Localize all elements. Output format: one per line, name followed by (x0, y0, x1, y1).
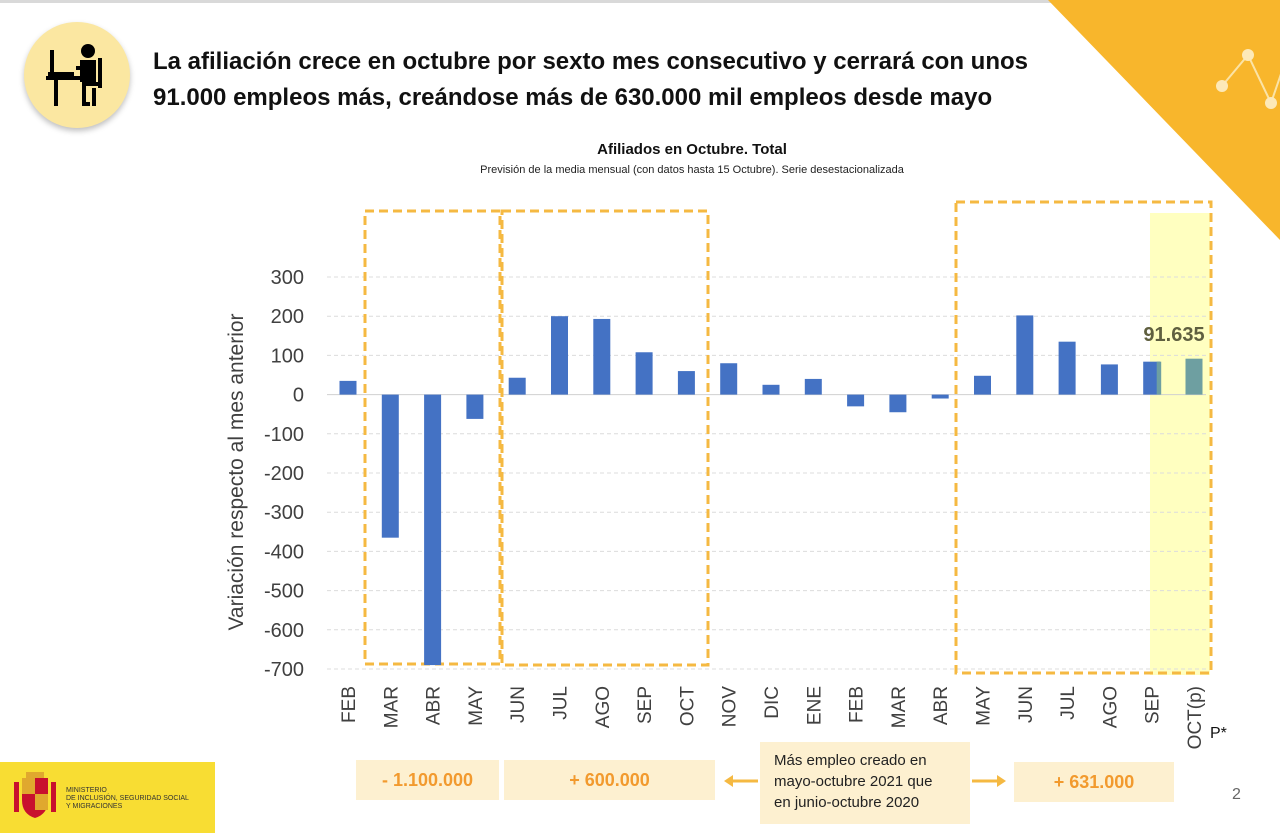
bar (804, 378, 822, 395)
ministry-line-1: MINISTERIO (66, 787, 107, 794)
bar (1016, 315, 1034, 395)
bar-chart: 300 200 100 0 -100 -200 -300 -400 -500 -600 -700 Va… (225, 200, 1213, 749)
bar (339, 380, 357, 395)
headline-line-2: 91.000 empleos más, creándose más de 630… (153, 84, 993, 111)
x-tick-label: ENE (804, 686, 825, 725)
bar (720, 363, 738, 395)
bar (974, 375, 991, 395)
ministry-name: MINISTERIO DE INCLUSIÓN, SEGURIDAD SOCIA… (66, 787, 189, 811)
headline-line-1: La afiliación crece en octubre por sexto… (153, 48, 1028, 75)
page-headline: La afiliación crece en octubre por sexto… (153, 44, 1153, 116)
bar-overlap (1156, 361, 1162, 395)
data-label-annotation: 91.635 (1143, 324, 1204, 346)
desk-worker-icon (46, 44, 102, 106)
dashed-box-jun-oct (500, 209, 710, 667)
note-line-1: Más empleo creado en (774, 752, 927, 769)
x-tick-label: JUL (1058, 686, 1079, 720)
bar (1100, 364, 1118, 395)
provisional-note: P* (1210, 725, 1227, 742)
note-line-3: en junio-octubre 2020 (774, 794, 920, 811)
x-tick-label: ABR (424, 686, 445, 725)
y-tick-label: 100 (271, 345, 304, 367)
chart-subtitle: Previsión de la media mensual (con datos… (480, 164, 904, 176)
bar (1058, 341, 1076, 395)
corner-decoration (1048, 0, 1280, 240)
bar (931, 394, 949, 399)
summary-box-2020: + 600.000 (504, 760, 715, 800)
y-tick-label: 0 (293, 385, 304, 407)
top-rule (0, 0, 1280, 3)
x-tick-label: MAY (974, 686, 995, 726)
y-tick-label: -200 (264, 463, 304, 485)
ministry-line-3: Y MIGRACIONES (66, 803, 123, 810)
x-tick-label: DIC (762, 686, 783, 719)
y-tick-label: -300 (264, 502, 304, 524)
x-tick-label: SEP (635, 686, 656, 724)
x-tick-label: OCT(p) (1185, 686, 1206, 749)
y-tick-label: -500 (264, 581, 304, 603)
x-tick-label: JUN (1016, 686, 1037, 723)
x-tick-label: AGO (593, 686, 614, 728)
summary-box-2021: + 631.000 (1014, 762, 1174, 802)
bar (508, 377, 526, 395)
y-tick-label: 300 (271, 267, 304, 289)
bar (1185, 358, 1203, 395)
bar (466, 394, 484, 419)
x-tick-label: AGO (1100, 686, 1121, 728)
bar (889, 394, 907, 413)
x-tick-label: MAR (889, 686, 910, 728)
y-tick-label: -600 (264, 620, 304, 642)
x-tick-label: FEB (339, 686, 360, 723)
right-arrow-icon (972, 775, 1006, 787)
bar (424, 394, 442, 666)
bar (635, 352, 653, 395)
y-tick-label: -100 (264, 424, 304, 446)
y-axis-label: Variación respecto al mes anterior (225, 313, 248, 630)
page-number: 2 (1232, 786, 1241, 803)
x-tick-label: NOV (720, 686, 741, 728)
x-tick-label: JUL (551, 686, 572, 720)
x-tick-label: OCT (677, 686, 698, 727)
bar (677, 371, 695, 395)
y-tick-label: 200 (271, 306, 304, 328)
bar (1143, 361, 1161, 395)
x-tick-label: MAR (381, 686, 402, 728)
coat-of-arms-icon (14, 772, 56, 818)
comparison-note: Más empleo creado en mayo-octubre 2021 q… (760, 742, 970, 824)
dashed-box-may-oct (954, 200, 1213, 675)
summary-box-decline: - 1.100.000 (356, 760, 499, 800)
left-arrow-icon (724, 775, 758, 787)
y-tick-label: -400 (264, 541, 304, 563)
note-line-2: mayo-octubre 2021 que (774, 773, 933, 790)
ministry-line-2: DE INCLUSIÓN, SEGURIDAD SOCIAL (66, 795, 189, 802)
chart-title: Afiliados en Octubre. Total (597, 141, 787, 158)
bar (593, 318, 611, 395)
highlight-band (1150, 213, 1210, 675)
x-tick-label: JUN (508, 686, 529, 723)
worker-logo (24, 22, 130, 128)
bar (847, 394, 865, 407)
bar (381, 394, 399, 538)
x-tick-label: ABR (931, 686, 952, 725)
bar (551, 316, 568, 395)
x-tick-label: SEP (1143, 686, 1164, 724)
x-tick-label: MAY (466, 686, 487, 726)
bar (762, 384, 780, 395)
y-tick-label: -700 (264, 659, 304, 681)
x-tick-label: FEB (847, 686, 868, 723)
